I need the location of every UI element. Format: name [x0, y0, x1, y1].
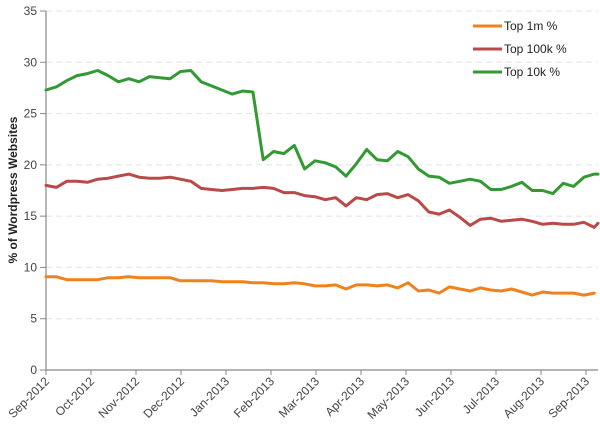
x-tick-label: Nov-2012 [95, 374, 142, 421]
y-axis-title: % of Wordpress Websites [6, 116, 20, 263]
x-tick-label: Mar-2013 [276, 374, 322, 420]
y-tick-label: 25 [24, 107, 38, 121]
x-tick-label: Jan-2013 [187, 374, 233, 420]
x-tick-label: Sep-2013 [545, 374, 592, 421]
legend-item: Top 1m % [473, 19, 558, 33]
data-series [44, 69, 600, 297]
y-tick-label: 5 [30, 312, 37, 326]
y-tick-label: 10 [24, 260, 38, 274]
series-line-top-100k [44, 172, 600, 229]
y-tick-label: 15 [24, 209, 38, 223]
legend-label: Top 100k % [504, 42, 567, 56]
legend-label: Top 1m % [504, 19, 558, 33]
y-tick-label: 30 [24, 55, 38, 69]
x-tick-label: Feb-2013 [231, 374, 277, 420]
gridlines [46, 10, 598, 320]
y-axis: 0 5 10 15 20 25 30 35 [24, 4, 47, 377]
x-tick-label: Dec-2012 [140, 374, 187, 421]
x-tick-label: Oct-2012 [52, 374, 97, 419]
x-tick-label: Apr-2013 [322, 374, 367, 419]
legend-label: Top 10k % [504, 65, 560, 79]
x-tick-label: Sep-2012 [5, 374, 52, 421]
y-tick-label: 20 [24, 158, 38, 172]
series-line-top-10k [44, 69, 600, 196]
y-tick-label: 0 [30, 363, 37, 377]
x-tick-label: Aug-2013 [500, 374, 547, 421]
legend-item: Top 10k % [473, 65, 560, 79]
x-tick-label: May-2013 [364, 374, 412, 422]
legend: Top 1m % Top 100k % Top 10k % [473, 19, 567, 79]
x-tick-label: Jul-2013 [460, 374, 503, 417]
series-line-top-1m [44, 275, 596, 297]
legend-item: Top 100k % [473, 42, 567, 56]
x-tick-label: Jun-2013 [412, 374, 458, 420]
y-tick-label: 35 [24, 4, 38, 18]
